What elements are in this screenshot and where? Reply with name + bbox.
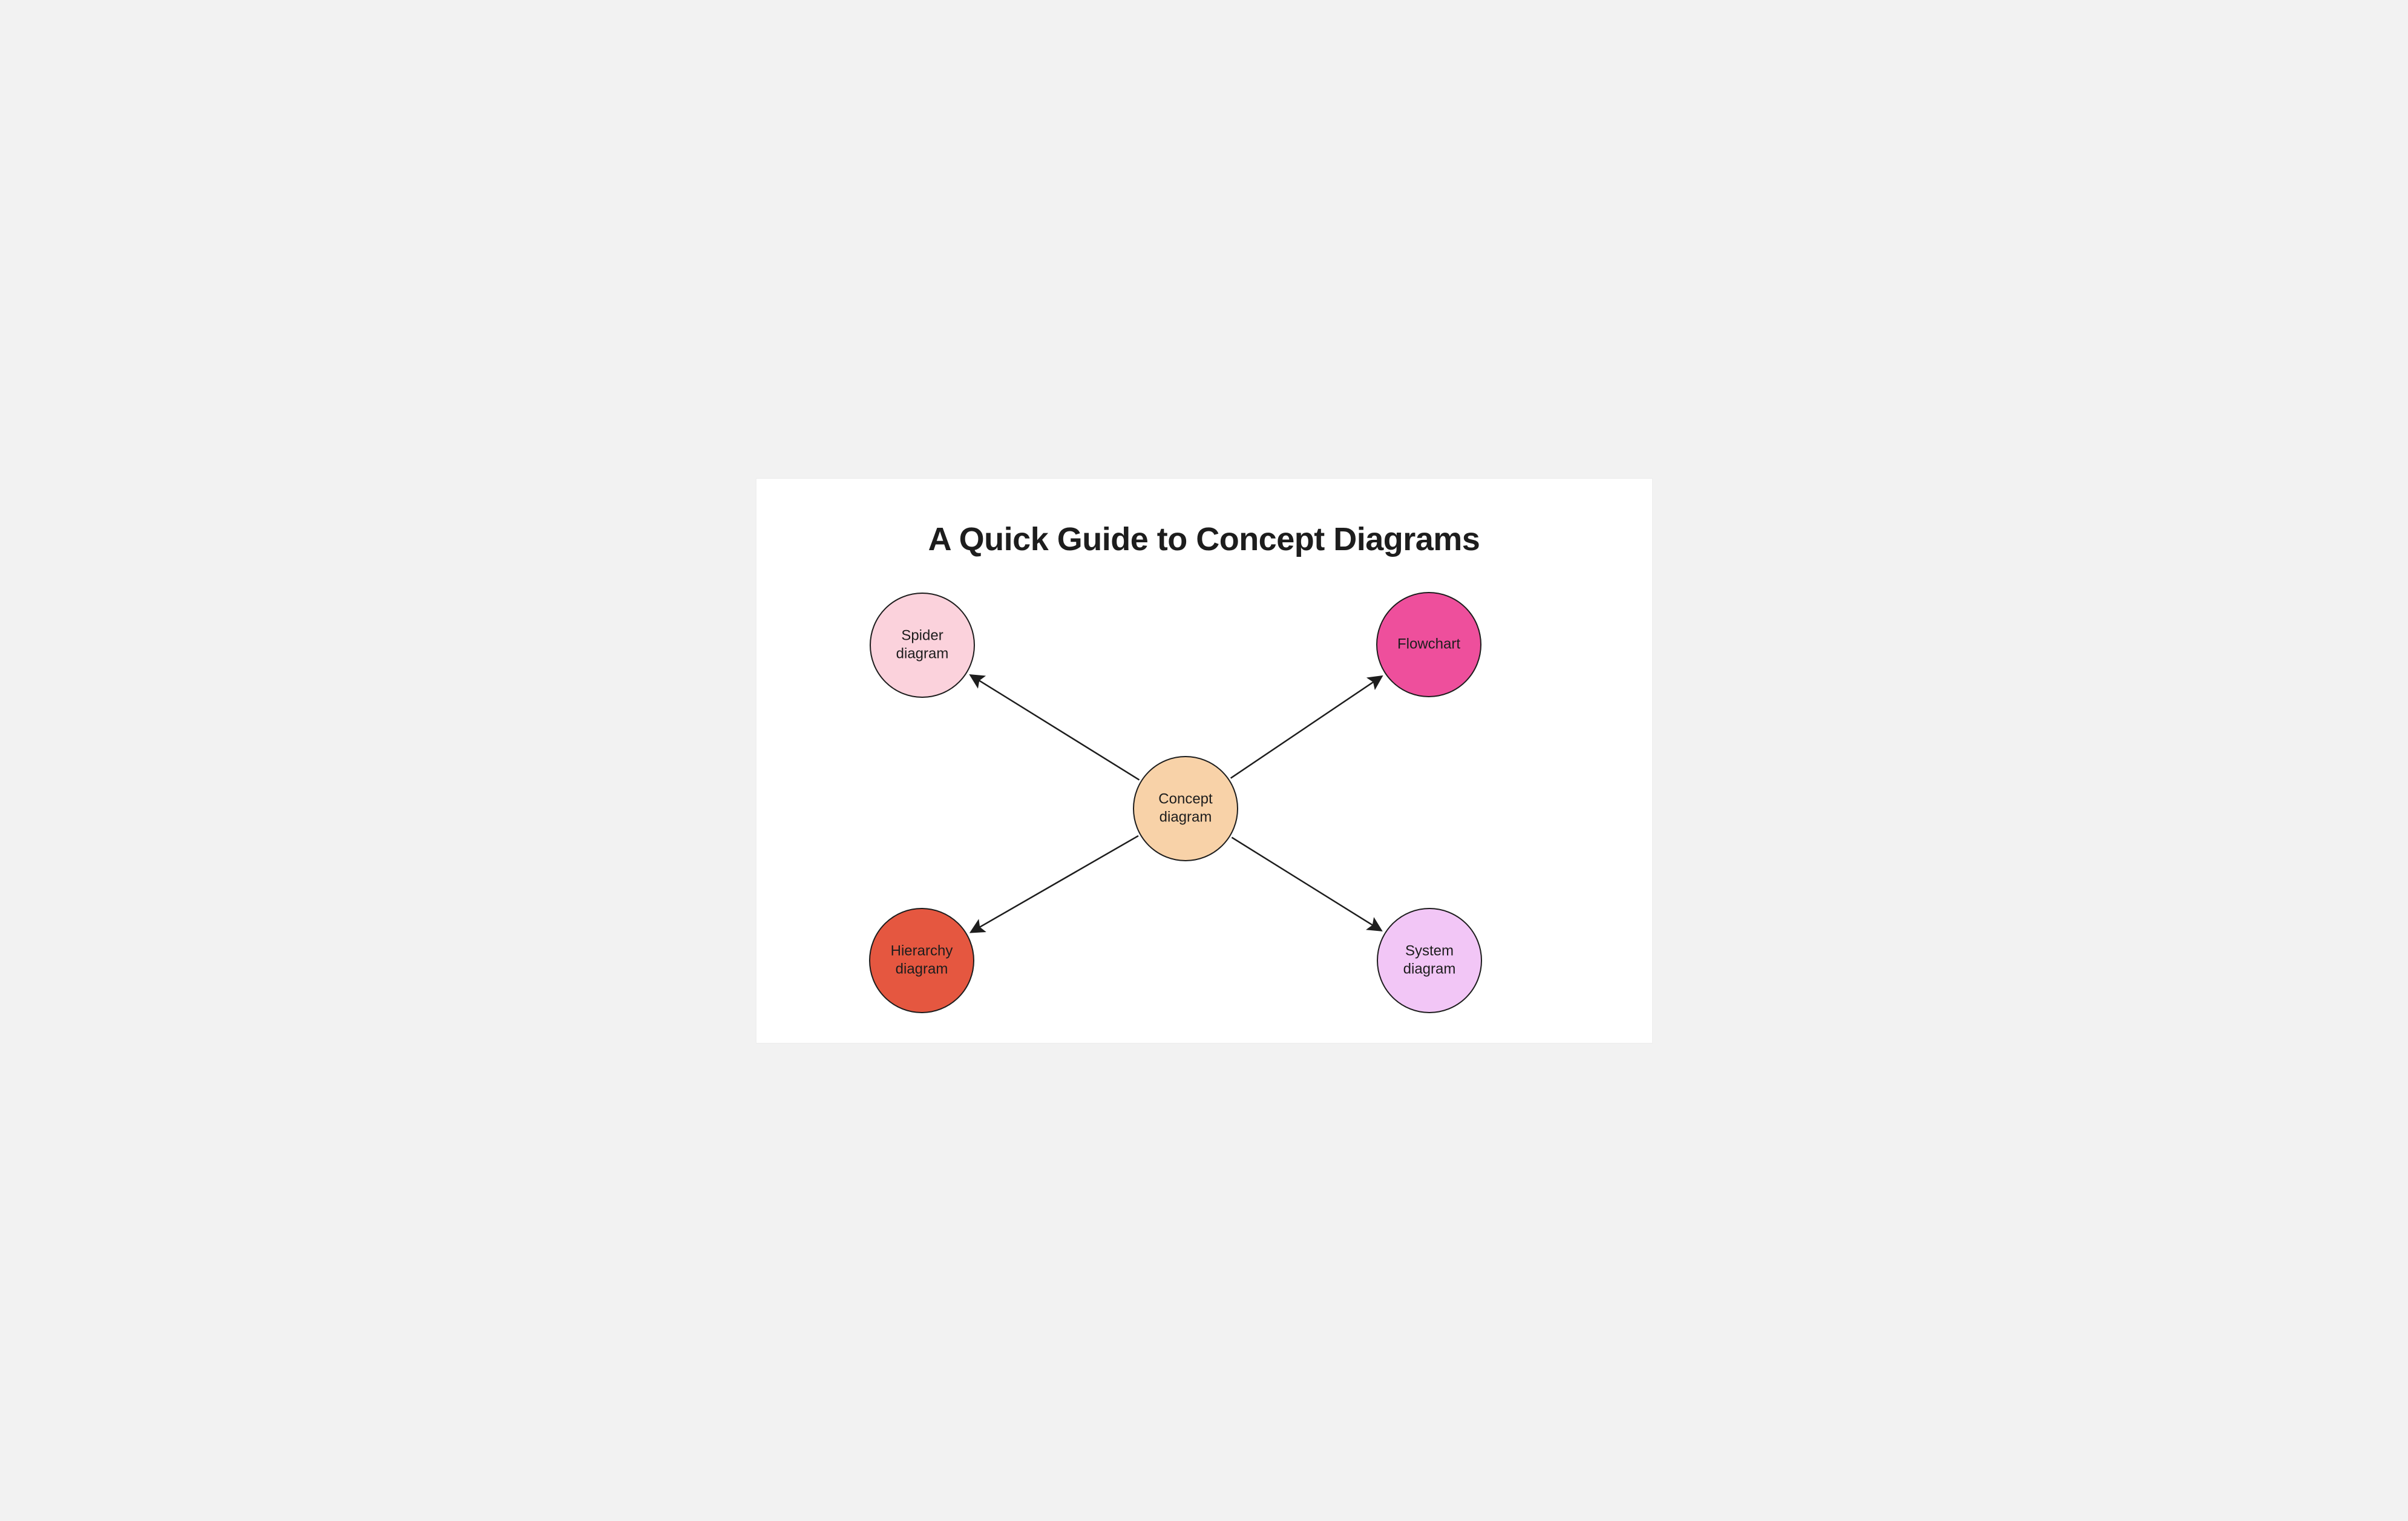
edge-center-spider [971,675,1139,780]
node-label-spider-line0: Spider [901,627,943,643]
concept-diagram: Concept diagram Spider diagram Flowchart Hier… [756,479,1652,1043]
node-system: System diagram [1377,908,1481,1013]
node-label-spider-line1: diagram [896,645,948,662]
diagram-card: A Quick Guide to Concept Diagrams Concep… [756,479,1652,1043]
node-label-system-line0: System [1405,942,1453,959]
node-label-system-line1: diagram [1403,961,1455,977]
node-label-center-line1: diagram [1159,809,1212,825]
edge-center-flowchart [1230,677,1380,778]
node-hierarchy: Hierarchy diagram [870,908,974,1013]
node-label-center-line0: Concept [1158,790,1213,807]
node-label-hierarchy-line0: Hierarchy [890,942,953,959]
node-flowchart: Flowchart [1377,593,1481,697]
node-label-hierarchy-line1: diagram [895,961,948,977]
node-center: Concept diagram [1133,757,1238,861]
node-label-flowchart-line0: Flowchart [1397,636,1460,652]
nodes-layer: Concept diagram Spider diagram Flowchart Hier… [870,593,1481,1013]
edge-center-system [1232,837,1380,930]
edge-center-hierarchy [972,835,1138,931]
node-spider: Spider diagram [870,593,974,697]
